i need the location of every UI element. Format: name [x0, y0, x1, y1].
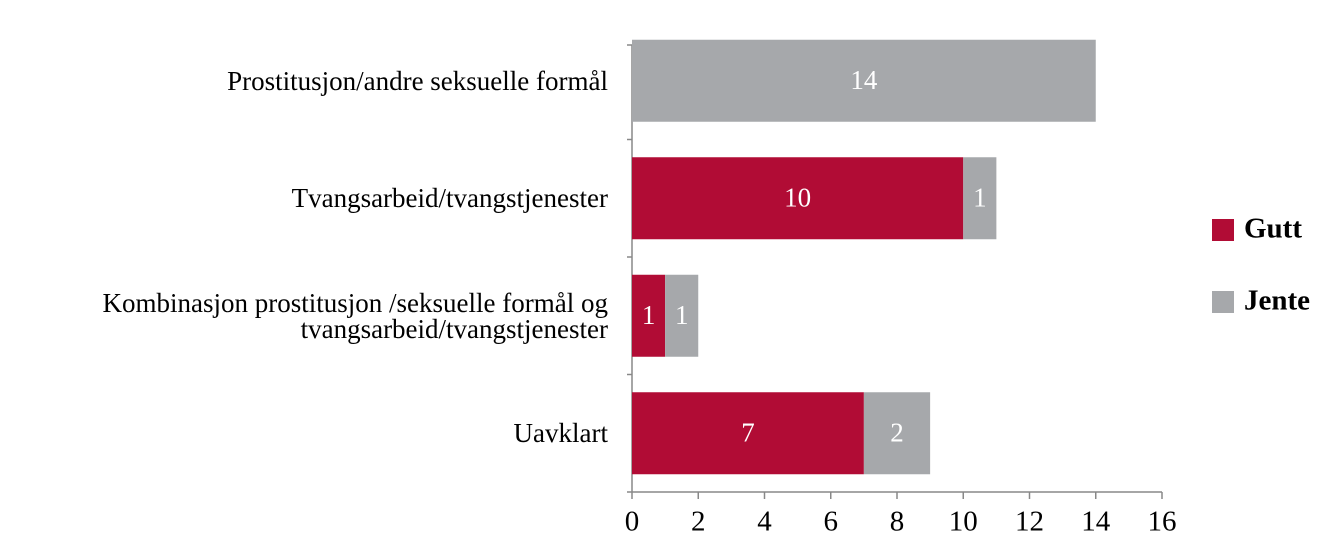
x-tick-label: 12: [1015, 506, 1044, 537]
bar-segment: [632, 157, 964, 240]
bar-segment: [863, 392, 931, 475]
bar-segment: [963, 157, 997, 240]
category-label: Uavklart: [513, 418, 608, 449]
legend-swatch: [1212, 219, 1234, 241]
data-label: 7: [741, 417, 755, 447]
x-tick-label: 2: [691, 506, 706, 537]
data-label: 2: [890, 417, 904, 447]
data-label: 14: [850, 65, 878, 95]
legend-swatch: [1212, 291, 1234, 313]
bar-segment: [632, 39, 1096, 122]
x-tick-label: 10: [949, 506, 978, 537]
category-label: Prostitusjon/andre seksuelle formål: [227, 65, 608, 96]
bar-segment: [632, 392, 864, 475]
x-tick-label: 14: [1081, 506, 1111, 537]
bar-segment: [632, 274, 666, 357]
x-tick-label: 4: [757, 506, 772, 537]
x-tick-label: 16: [1148, 506, 1177, 537]
bar-segment: [665, 274, 699, 357]
legend-label: Jente: [1244, 285, 1310, 317]
data-label: 1: [973, 182, 987, 212]
x-tick-label: 6: [824, 506, 839, 537]
category-label: Tvangsarbeid/tvangstjenester: [291, 183, 608, 214]
data-label: 1: [675, 300, 689, 330]
x-tick-label: 0: [625, 506, 640, 537]
legend-label: Gutt: [1244, 213, 1302, 245]
data-label: 1: [642, 300, 656, 330]
x-tick-label: 8: [890, 506, 905, 537]
category-label: Kombinasjon prostitusjon /seksuelle form…: [102, 287, 608, 344]
data-label: 10: [784, 182, 811, 212]
